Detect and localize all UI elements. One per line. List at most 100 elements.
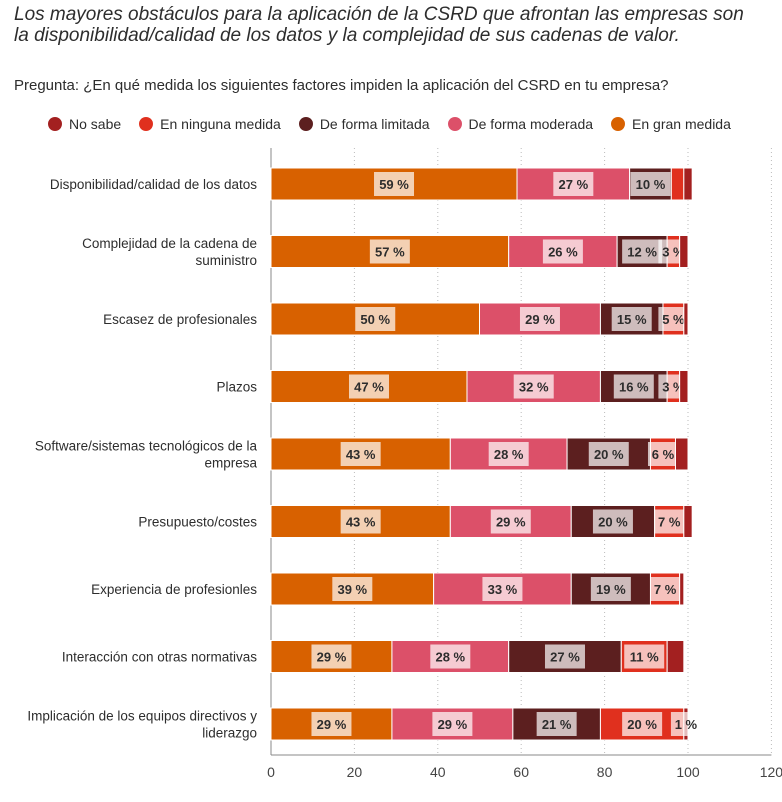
bar-row: Presupuesto/costes 43 % 29 % 20 % 7 %: [138, 505, 693, 538]
data-label: 20 %: [627, 717, 657, 732]
legend-label: De forma moderada: [468, 116, 594, 132]
data-label-box: [340, 509, 381, 534]
data-label-box: [622, 712, 663, 736]
data-label: 12 %: [627, 245, 657, 260]
data-label-box: [348, 374, 389, 399]
data-label-box: [432, 712, 473, 736]
data-label: 5 %: [662, 312, 685, 327]
data-label: 21 %: [542, 717, 572, 732]
data-label-box: [332, 577, 373, 601]
data-label-box: [311, 644, 352, 669]
legend-item: En ninguna medida: [139, 116, 281, 132]
data-label-box: [654, 509, 685, 534]
data-label: 47 %: [354, 380, 384, 395]
bar-row: Plazos 47 % 32 % 16 % 3 %: [216, 370, 689, 403]
x-tick-label: 0: [267, 764, 275, 780]
category-label: liderazgo: [202, 726, 257, 741]
category-label: Plazos: [216, 380, 257, 395]
data-label: 29 %: [438, 717, 468, 732]
bar-segment: [670, 167, 685, 201]
category-label: Software/sistemas tecnológicos de la: [35, 439, 258, 454]
data-label-box: [544, 644, 585, 669]
category-label: Disponibilidad/calidad de los datos: [50, 177, 257, 192]
data-label: 6 %: [652, 447, 675, 462]
bar-segment: [683, 167, 693, 201]
category-label: Interacción con otras normativas: [62, 650, 257, 665]
legend-label: De forma limitada: [319, 116, 430, 132]
data-label: 27 %: [559, 177, 589, 192]
bar-row: Experiencia de profesionles 39 % 33 % 19 % 7…: [91, 572, 685, 606]
data-label-box: [482, 577, 523, 601]
data-label-box: [519, 307, 560, 331]
bar-segment: [683, 505, 693, 538]
bar-row: Complejidad de la cadena de suministro 57 …: [82, 235, 689, 268]
x-tick-label: 20: [347, 764, 363, 780]
category-label: Implicación de los equipos directivos y: [27, 709, 257, 724]
bar-row: Interacción con otras normativas 29 % 28 %…: [62, 640, 685, 673]
data-label: 28 %: [435, 650, 465, 665]
bar-segment: [679, 572, 685, 606]
legend-label: No sabe: [69, 116, 122, 132]
bar-row: Software/sistemas tecnológicos de la empr…: [35, 437, 689, 471]
data-label-box: [613, 374, 654, 399]
category-label: suministro: [195, 253, 257, 268]
data-label-box: [488, 442, 529, 466]
data-label-box: [553, 172, 594, 196]
bar-segment: [679, 370, 689, 403]
data-label: 7 %: [658, 515, 681, 530]
data-label-box: [536, 712, 577, 736]
data-label-box: [490, 509, 531, 534]
data-label: 1 %: [675, 717, 698, 732]
category-label: Experiencia de profesionles: [91, 582, 257, 597]
legend-swatch: [139, 117, 154, 131]
data-label: 16 %: [619, 380, 649, 395]
data-label: 20 %: [594, 447, 624, 462]
chart-question: Pregunta: ¿En qué medida los siguientes …: [14, 77, 669, 94]
data-label: 28 %: [494, 447, 524, 462]
data-label-box: [624, 644, 665, 669]
data-label: 26 %: [548, 245, 578, 260]
data-label: 50 %: [360, 312, 390, 327]
data-label-box: [374, 172, 415, 196]
legend-swatch: [48, 117, 62, 131]
x-tick-label: 120: [760, 764, 782, 780]
data-label-box: [542, 239, 583, 264]
legend-swatch: [611, 117, 626, 131]
bar-row: Escasez de profesionales 50 % 29 % 15 % 5 %: [103, 302, 689, 336]
bar-segment: [666, 640, 685, 673]
data-label-box: [340, 442, 381, 466]
legend-swatch: [447, 117, 462, 131]
data-label-box: [647, 442, 678, 466]
data-label-box: [513, 374, 554, 399]
data-label: 27 %: [550, 650, 580, 665]
x-tick-label: 40: [430, 764, 446, 780]
data-label: 10 %: [636, 177, 666, 192]
x-tick-label: 100: [676, 764, 700, 780]
legend-swatch: [298, 117, 313, 131]
data-label: 43 %: [346, 515, 376, 530]
data-label-box: [630, 172, 671, 196]
data-label: 29 %: [496, 515, 526, 530]
data-label-box: [355, 307, 396, 331]
data-label: 15 %: [617, 312, 647, 327]
data-label: 7 %: [654, 582, 677, 597]
data-label: 19 %: [596, 582, 626, 597]
data-label: 29 %: [317, 717, 347, 732]
data-label: 29 %: [317, 650, 347, 665]
data-label: 32 %: [519, 380, 549, 395]
legend-label: En gran medida: [632, 116, 731, 132]
bar-segment: [683, 302, 689, 336]
category-label: Escasez de profesionales: [103, 312, 257, 327]
data-label: 20 %: [598, 515, 628, 530]
legend-item: De forma moderada: [447, 116, 594, 132]
data-label-box: [588, 442, 629, 466]
data-label-box: [592, 509, 633, 534]
data-label-box: [369, 239, 410, 264]
data-label: 43 %: [346, 447, 376, 462]
x-tick-label: 60: [513, 764, 529, 780]
x-tick-label: 80: [597, 764, 613, 780]
legend-item: En gran medida: [611, 116, 731, 132]
category-label: Presupuesto/costes: [138, 515, 257, 530]
